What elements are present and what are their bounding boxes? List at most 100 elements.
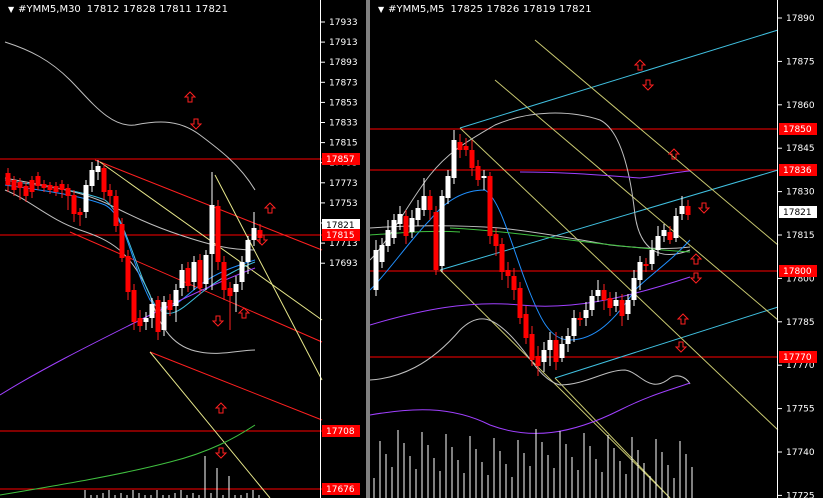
scale-tick-label: 17860 [786,101,815,111]
price-label-box [322,229,360,241]
candle-bear [607,298,613,308]
candle-bear [53,186,59,192]
candle-bear [65,188,71,196]
scale-tick-label: 17875 [786,57,815,67]
candle-bull [239,262,245,282]
candle-bull [173,290,179,306]
price-label-box [322,425,360,437]
arrow-down-icon [689,272,703,284]
m30-price-scale[interactable]: 1793317913178931787317853178331781517793… [320,0,366,498]
candle-bull [559,344,565,358]
m5-band-upper [370,112,691,261]
candle-bear [185,268,191,286]
candle-bull [421,196,427,210]
price-label-box [322,483,360,495]
price-label-box [779,265,817,277]
candle-bull [595,290,601,296]
m5-volume [373,429,693,498]
price-label-box [779,123,817,135]
chart-pane-m5[interactable]: ▼ #YMM5,M5 17825 17826 17819 17821 17890 17… [370,0,823,498]
candle-bull [203,255,209,284]
m30-ma-green [0,424,256,496]
candle-bear [529,334,535,360]
m5-signal-arrows [633,59,711,353]
candle-bull [655,236,661,250]
candle-bull [95,166,101,172]
m30-ohlc-values: 17812 17828 17811 17821 [86,4,229,15]
m5-yellow-2 [494,79,779,321]
scale-tick-label: 17830 [786,188,815,198]
price-label-text: 17770 [783,353,812,363]
m5-chart-plot[interactable] [370,0,823,498]
candle-bear [17,182,23,188]
m30-levels [0,158,322,490]
scale-tick-label: 17853 [329,98,358,108]
candle-bull [613,300,619,306]
candle-bull [451,140,457,178]
candle-bull [673,216,679,238]
candle-bear [131,290,137,322]
price-label-text: 17821 [326,221,355,231]
m30-band-upper [4,41,256,191]
candle-bear [215,206,221,262]
m5-yellow-3 [459,127,779,431]
scale-tick-label: 17833 [329,119,358,129]
candle-bear [493,234,499,246]
scale-tick-label: 17913 [329,38,358,48]
m30-channel-upper [94,159,323,251]
candle-bull [547,340,553,350]
arrow-up-icon [183,91,197,103]
candle-bear [403,216,409,236]
arrow-up-icon [237,307,251,319]
m30-chart-header: ▼ #YMM5,M30 17812 17828 17811 17821 [8,4,228,15]
m5-price-scale[interactable]: 17890 17875 17860 17845 17830 17815 17800 17785… [777,0,823,498]
candle-bull [245,240,251,262]
candle-bear [29,180,35,192]
m30-red-channel [69,159,323,421]
arrow-up-icon [214,402,228,414]
scale-tick-label: 17893 [329,58,358,68]
m30-chart-plot[interactable] [0,0,366,498]
price-label-text: 17836 [783,166,812,176]
scale-tick-label: 17800 [786,274,815,284]
candle-bull [481,176,487,178]
candle-bear [77,212,83,215]
m30-yellow-2 [149,351,271,498]
price-label-box [779,351,817,363]
candle-bull [589,296,595,310]
m5-symbol-title: #YMM5,M5 [388,4,445,15]
candle-bull [565,336,571,344]
candle-bear [487,176,493,236]
candle-bull [161,302,167,330]
candle-bear [257,230,263,238]
candle-bear [643,264,649,266]
collapse-triangle-icon[interactable]: ▼ [8,5,15,14]
candle-bull [625,300,631,314]
collapse-triangle-icon[interactable]: ▼ [378,5,385,14]
candle-bull [661,230,667,236]
candle-bear [167,300,173,310]
scale-tick-label: 17873 [329,78,358,88]
chart-pane-m30[interactable]: ▼ #YMM5,M30 17812 17828 17811 17821 17933 1… [0,0,366,498]
scale-tick-label: 17845 [786,144,815,154]
candle-bull [541,350,547,362]
scale-tick-label: 17755 [786,405,815,415]
candle-bull [89,170,95,186]
candle-bear [457,142,463,150]
price-label-text: 17676 [326,485,355,495]
m30-channel-lower [69,231,323,343]
scale-tick-label: 17815 [786,231,815,241]
m30-volume [84,456,260,498]
candle-bear [463,146,469,150]
scale-tick-label: 17890 [786,14,815,24]
m5-yellow-1 [534,39,779,246]
m30-yellow-3 [214,174,323,381]
candle-bull [397,214,403,224]
scale-tick-label: 17753 [329,199,358,209]
scale-tick-label: 17693 [329,259,358,269]
candle-bear [155,300,161,332]
m30-bollinger [4,41,256,354]
arrow-up-icon [263,202,277,214]
m5-cyan-lower [554,306,779,379]
candle-bear [197,260,203,288]
